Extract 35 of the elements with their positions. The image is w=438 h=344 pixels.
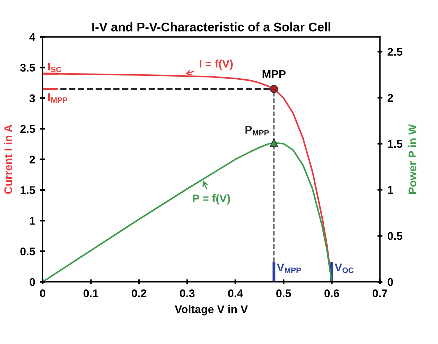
y-tick-label: 3.5 (20, 64, 36, 72)
y-tick-label: 0 (30, 278, 36, 286)
y2-tick-label: 0.5 (388, 232, 403, 240)
x-tick-label: 0 (40, 290, 46, 298)
y-axis-title: Current I in A (4, 124, 12, 194)
y2-axis-title: Power P in W (408, 124, 417, 194)
annotation: MPP (262, 70, 286, 78)
x-tick-label: 0.1 (84, 290, 99, 298)
chart-title: I-V and P-V-Characteristic of a Solar Cell (92, 22, 331, 32)
series-label: P = f(V) (193, 194, 230, 205)
y2-tick-label: 2.5 (388, 48, 403, 56)
ref-line-label: I$_{MPP}$ (48, 94, 68, 103)
y2-tick-label: 1.5 (388, 140, 403, 148)
x-tick-label: 0.5 (276, 290, 292, 298)
annotation: P$_{MPP}$ (246, 126, 270, 136)
y-tick-label: 4 (30, 34, 36, 42)
x-tick-label: 0.7 (372, 290, 388, 298)
x-tick-label: 0.3 (180, 290, 195, 298)
y2-tick-label: 1 (388, 186, 394, 194)
y-tick-label: 0.5 (20, 248, 36, 256)
x-tick-label: 0.2 (132, 290, 147, 298)
ref-line-label: V$_{OC}$ (334, 264, 354, 274)
ref-line-label: I$_{SC}$ (48, 62, 62, 72)
x-tick-label: 0.4 (228, 290, 244, 298)
y-tick-label: 1 (30, 217, 36, 225)
y-tick-label: 1.5 (20, 186, 36, 194)
x-axis-title: Voltage V in V (175, 305, 248, 316)
y2-tick-label: 0 (388, 278, 394, 286)
y-tick-label: 2.5 (20, 125, 36, 134)
y2-tick-label: 2 (388, 94, 394, 102)
y-tick-label: 3 (30, 94, 36, 103)
x-tick-label: 0.6 (324, 290, 340, 298)
ref-line-label: V$_{MPP}$ (277, 264, 302, 274)
legend-label: I = f(V) (200, 60, 233, 70)
y-tick-label: 2 (30, 156, 36, 164)
